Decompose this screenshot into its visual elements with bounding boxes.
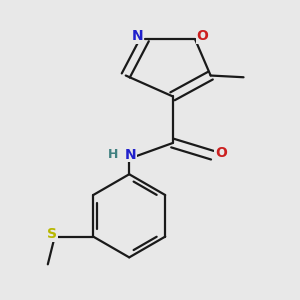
Text: N: N [125, 148, 137, 161]
Text: O: O [215, 146, 227, 161]
Text: N: N [131, 29, 143, 44]
Text: S: S [47, 227, 57, 241]
Text: H: H [107, 148, 118, 161]
Text: O: O [197, 29, 208, 44]
